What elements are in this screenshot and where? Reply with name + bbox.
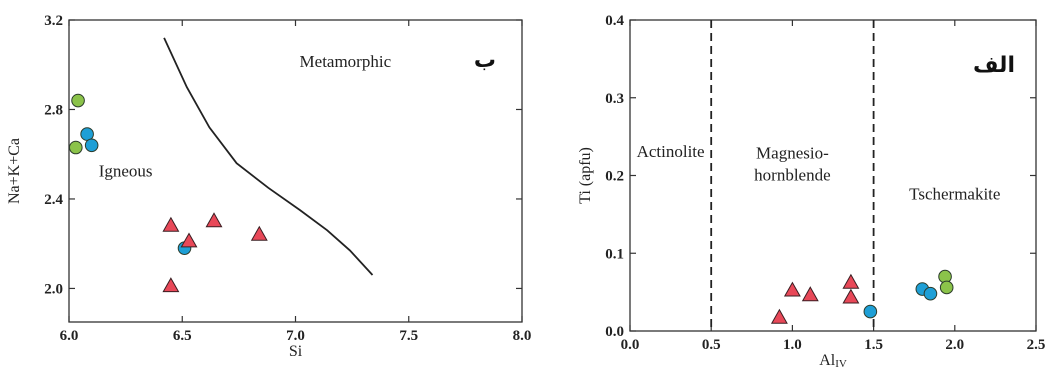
- x-tick-label: 8.0: [513, 328, 532, 344]
- data-point-circle: [939, 280, 954, 295]
- data-point-triangle: [770, 308, 788, 324]
- y-tick-label: 3.2: [44, 13, 63, 29]
- x-axis-label: Si: [289, 343, 303, 360]
- region-label: hornblende: [754, 165, 830, 184]
- data-point-triangle: [801, 286, 819, 302]
- y-tick-label: 0.2: [605, 169, 624, 185]
- data-point-triangle: [162, 216, 180, 232]
- x-tick-label: 7.5: [399, 328, 418, 344]
- data-point-triangle: [205, 212, 223, 228]
- data-point-triangle: [783, 281, 801, 297]
- panel-label: ب: [474, 48, 496, 73]
- panel-label: الف: [973, 53, 1015, 78]
- data-point-triangle: [162, 277, 180, 293]
- y-axis-label: Na+K+Ca: [6, 138, 23, 204]
- si-panel: 6.0 6.5 7.0 7.5 8.0 2.0 2.4 2.8 3.2 Si Na+K+Ca ب Ign…: [6, 13, 531, 360]
- y-tick-label: 0.1: [605, 246, 624, 262]
- y-tick-label: 2.8: [44, 102, 63, 118]
- x-tick-label: 6.0: [60, 328, 79, 344]
- data-point-circle: [923, 286, 938, 301]
- x-tick-label: 7.0: [286, 328, 305, 344]
- x-tick-label: 6.5: [173, 328, 192, 344]
- data-point-circle: [863, 304, 878, 319]
- x-tick-label: 0.0: [621, 337, 640, 353]
- data-point-circle: [68, 140, 83, 155]
- region-label: Metamorphic: [300, 52, 392, 71]
- region-label: Magnesio-: [756, 143, 829, 162]
- y-tick-label: 0.0: [605, 324, 624, 340]
- x-tick-label: 1.0: [783, 337, 802, 353]
- y-tick-label: 2.0: [44, 281, 63, 297]
- data-point-circle: [84, 138, 99, 153]
- region-label: Actinolite: [637, 142, 705, 161]
- x-axis-label: AlIV: [819, 352, 847, 367]
- data-point-triangle: [842, 288, 860, 304]
- x-tick-label: 0.5: [702, 337, 721, 353]
- y-tick-label: 2.4: [44, 192, 63, 208]
- x-axis-label-subscript: IV: [835, 358, 847, 367]
- x-tick-label: 2.5: [1027, 337, 1046, 353]
- y-tick-label: 0.3: [605, 91, 624, 107]
- data-point-circle: [71, 93, 85, 108]
- x-tick-label: 2.0: [945, 337, 964, 353]
- data-point-triangle: [842, 273, 860, 289]
- boundary-curve: [163, 37, 374, 276]
- y-tick-label: 0.4: [605, 13, 624, 29]
- region-label: Igneous: [99, 162, 153, 181]
- region-label: Tschermakite: [909, 185, 1000, 204]
- data-point-triangle: [250, 225, 268, 241]
- x-tick-label: 1.5: [864, 337, 883, 353]
- aliv-panel: 0.0 0.5 1.0 1.5 2.0 2.5 0.0 0.1 0.2 0.3 0.4 AlIV Ti …: [577, 13, 1046, 370]
- y-axis-label: Ti (apfu): [577, 147, 594, 204]
- data-point-triangle: [180, 232, 198, 248]
